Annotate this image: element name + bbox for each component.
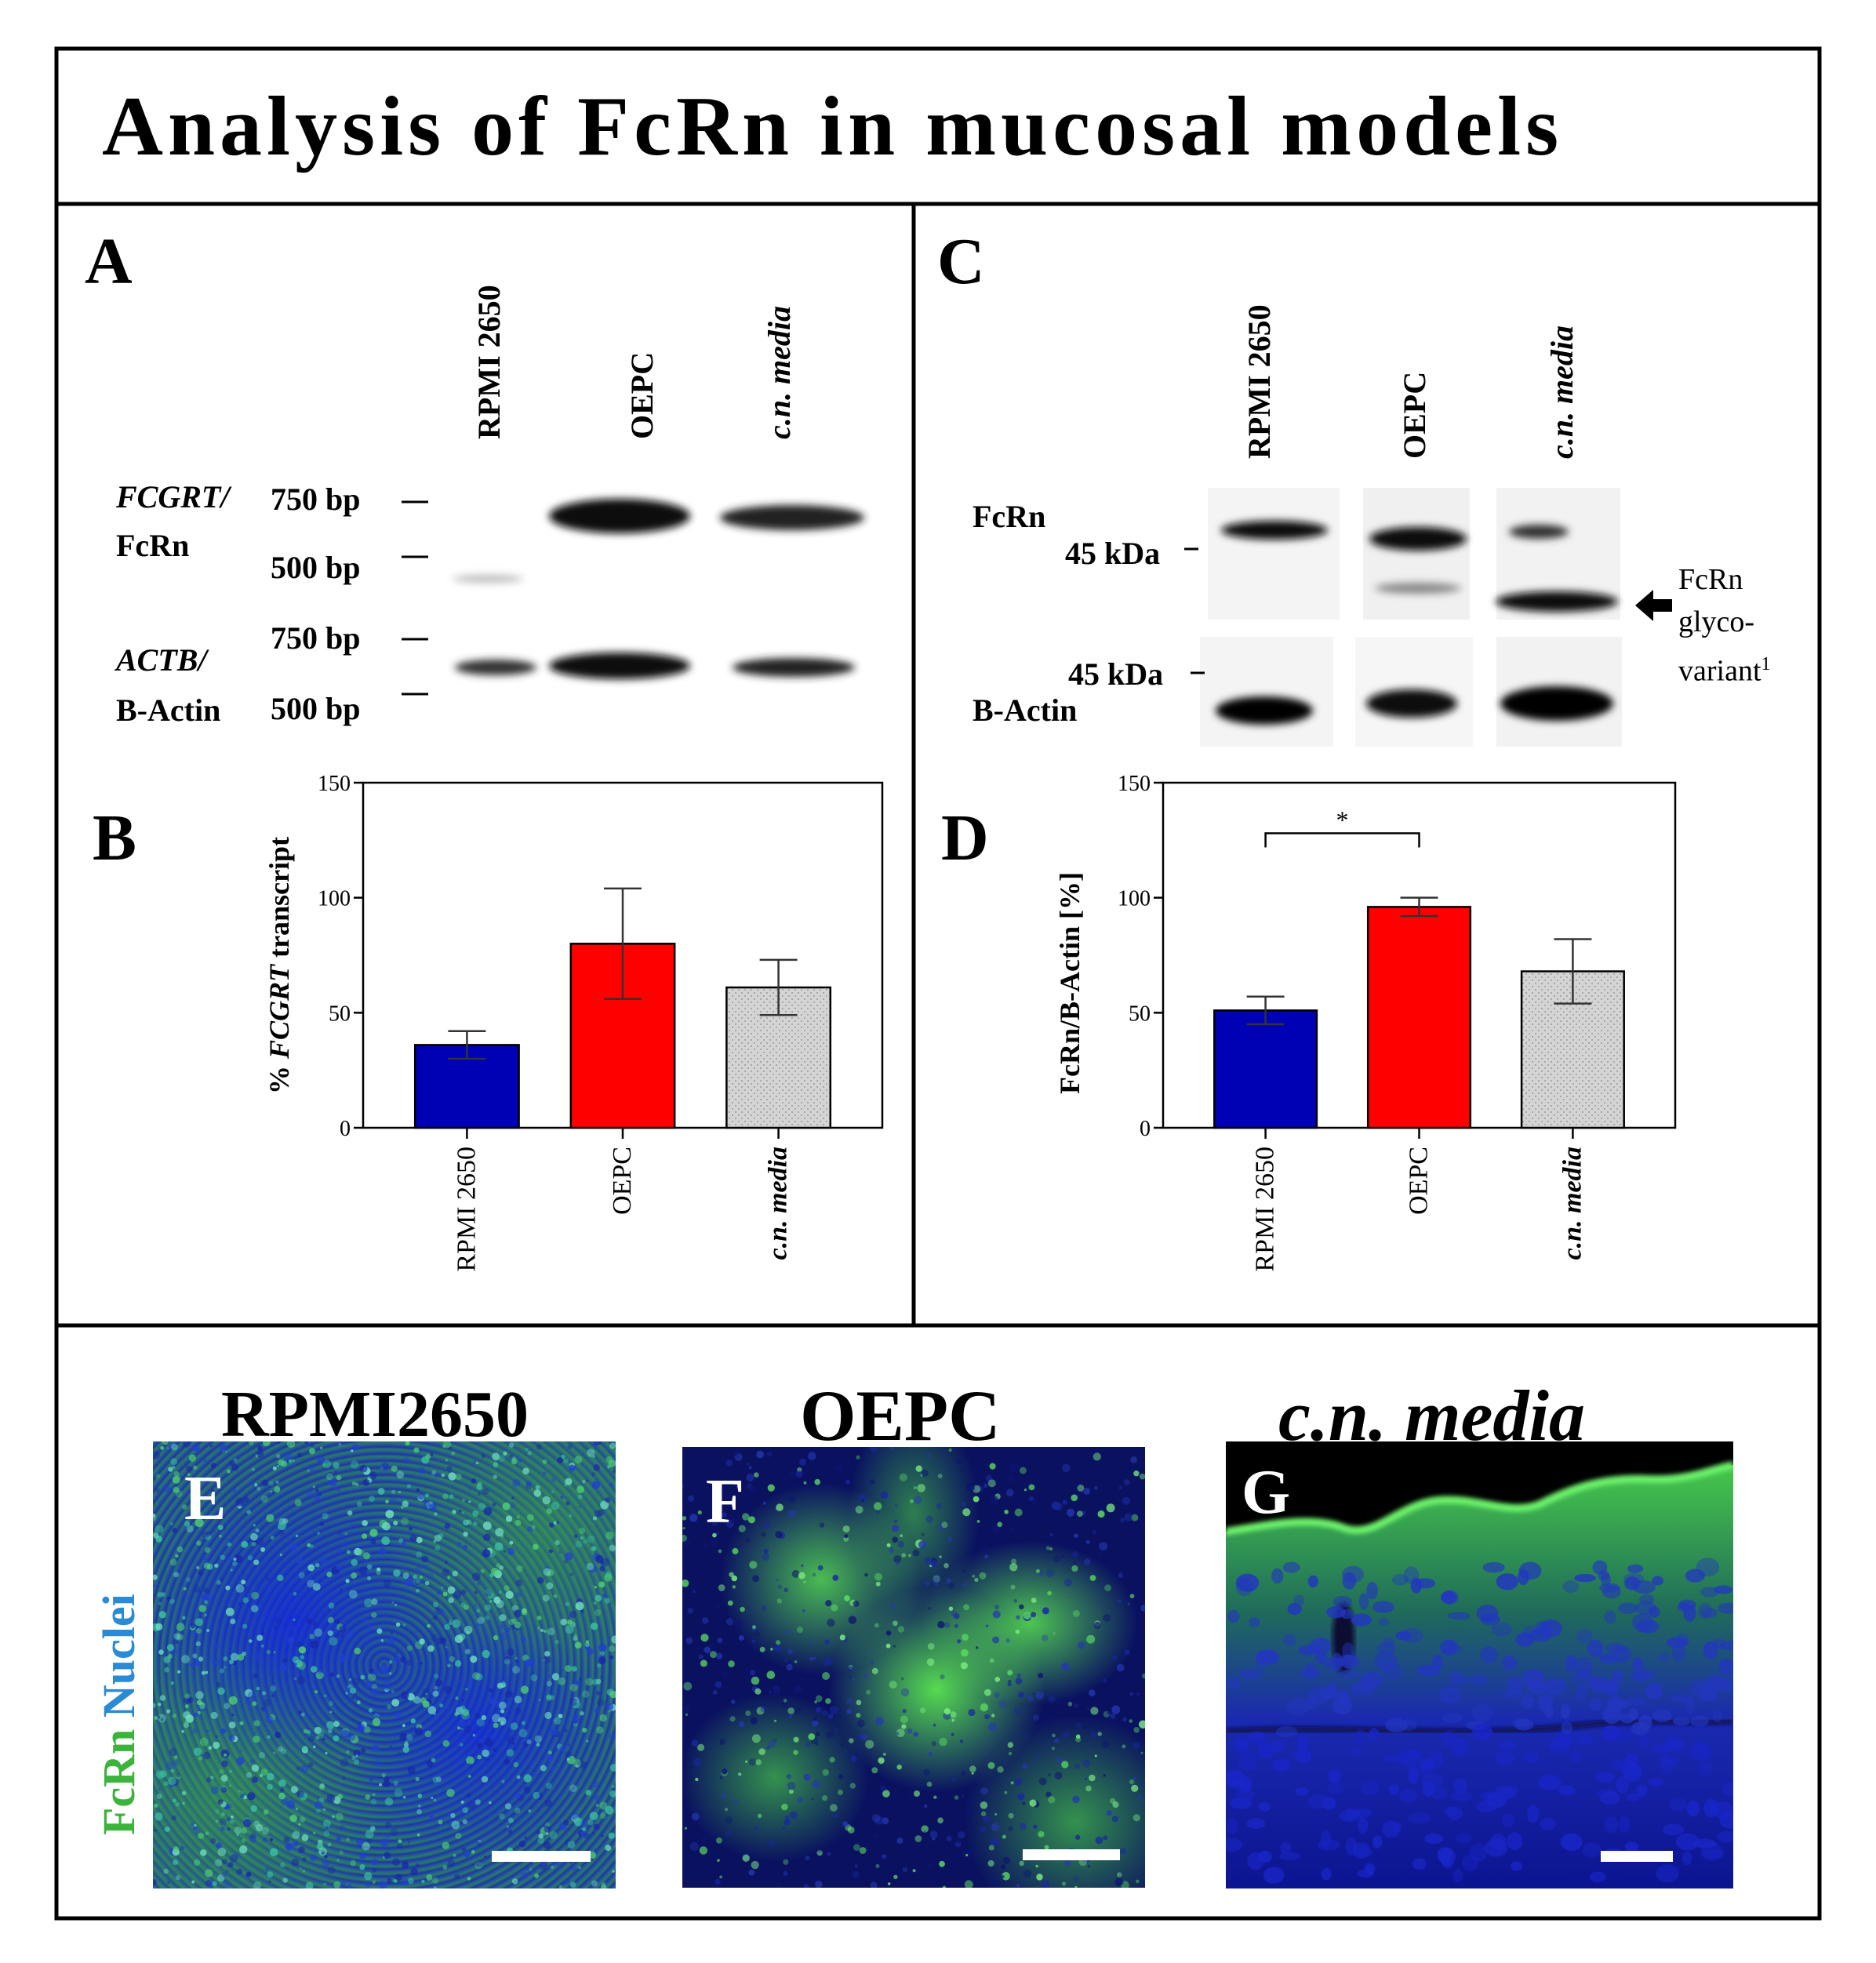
protein-label-fcrn-a: FcRn: [116, 528, 190, 563]
scale-bar-g: [1601, 1851, 1673, 1862]
marker-750-bottom: 750 bp: [271, 620, 361, 656]
scale-bar-e: [492, 1851, 591, 1862]
blot-band-rpmi-fcrn: [1221, 521, 1328, 540]
panel-a-letter: A: [85, 225, 133, 298]
chart-b-ytick-label-3: 150: [318, 772, 351, 796]
chart-b-xtick-label-1: OEPC: [608, 1147, 637, 1215]
chart-b-ytick-label-0: 0: [340, 1117, 351, 1141]
band-media-fcgrt: [720, 505, 864, 530]
panel-e-letter: E: [184, 1464, 227, 1533]
glycovariant-line3: variant1: [1678, 654, 1771, 688]
chart-d-xtick-label-2: c.n. media: [1558, 1147, 1587, 1260]
chart-d-bar-1: [1366, 906, 1472, 1129]
figure-title: Analysis of FcRn in mucosal models: [102, 80, 1564, 173]
chart-b-xtick-label-2: c.n. media: [764, 1147, 793, 1260]
chart-d: 0 50 100 150 RPMI 2650 OEPC c.n. media *: [1118, 772, 1677, 1272]
band-oepc-fcgrt: [549, 499, 690, 533]
panel-b-letter: B: [93, 802, 137, 874]
blot-band-media-glyco: [1496, 591, 1618, 612]
marker-500-bottom: 500 bp: [271, 691, 361, 726]
panel-g-letter: G: [1242, 1458, 1291, 1527]
glycovariant-line1: FcRn: [1678, 563, 1743, 596]
glycovariant-line2: glyco-: [1678, 605, 1755, 638]
micrograph-e-texture: [153, 1441, 616, 1888]
micrograph-g-tissue: [1226, 1461, 1733, 1888]
chart-d-ytick-label-1: 50: [1129, 1001, 1151, 1026]
chart-d-ytick-label-0: 0: [1140, 1117, 1151, 1141]
chart-d-ytick-label-2: 100: [1118, 887, 1151, 911]
chart-d-significance-bracket: [1264, 832, 1420, 848]
panel-c-letter: C: [937, 225, 985, 298]
band-oepc-actb: [549, 653, 690, 679]
chart-d-xtick-label-1: OEPC: [1405, 1147, 1434, 1215]
blot-band-media-fcrn: [1509, 525, 1569, 539]
stain-label-fcrn: FcRn: [93, 1729, 144, 1835]
marker-750-top: 750 bp: [271, 482, 361, 517]
chart-d-ylabel: FcRn/B-Actin [%]: [1054, 872, 1085, 1094]
protein-label-bactin-a: B-Actin: [116, 693, 221, 728]
panel-e-title: RPMI2650: [221, 1378, 529, 1451]
blot-marker-45kda-bottom: 45 kDa: [1068, 656, 1164, 692]
stain-label-nuclei: Nuclei: [93, 1594, 144, 1718]
protein-label-fcrn-c: FcRn: [973, 499, 1046, 534]
micrograph-f-texture: [682, 1447, 1145, 1888]
band-rpmi-faint: [453, 575, 523, 583]
chart-d-bar-0: [1213, 1009, 1318, 1129]
panel-f-title: OEPC: [800, 1376, 1001, 1456]
gene-label-fcgrt: FCGRT/: [116, 479, 230, 514]
blot-band-media-actin: [1500, 686, 1613, 721]
chart-b-xtick-label-0: RPMI 2650: [452, 1147, 481, 1272]
chart-d-ytick-label-3: 150: [1118, 772, 1151, 796]
chart-b-ytick-label-2: 100: [318, 887, 351, 911]
band-media-actb: [733, 658, 855, 677]
chart-b: 0 50 100 150 RPMI 2650 OEPC c.n. media: [318, 772, 884, 1272]
chart-b-ytick-label-1: 50: [329, 1001, 351, 1026]
stain-legend: FcRn Nuclei: [93, 1594, 145, 1835]
blot-marker-45kda-top: 45 kDa: [1065, 536, 1161, 571]
gene-label-actb: ACTB/: [116, 642, 207, 678]
blot-band-oepc-actin: [1366, 689, 1457, 718]
protein-label-bactin-c: B-Actin: [973, 693, 1078, 728]
arrow-left-icon: [1635, 590, 1672, 621]
micrograph-f: F: [682, 1447, 1145, 1888]
blot-band-rpmi-actin: [1216, 696, 1313, 725]
glycovariant-superscript: 1: [1761, 654, 1771, 674]
micrograph-e: E: [153, 1441, 616, 1888]
gel-a-image: [402, 499, 864, 696]
blot-band-oepc-fcrn: [1369, 527, 1467, 551]
panel-d-letter: D: [941, 802, 989, 874]
chart-d-significance-label: *: [1336, 806, 1349, 834]
band-rpmi-actb: [455, 660, 536, 675]
blot-band-oepc-glyco: [1375, 583, 1461, 594]
glycovariant-annotation: FcRn glyco- variant1: [1678, 558, 1771, 693]
panel-f-letter: F: [706, 1467, 744, 1536]
blot-c-image: [1184, 488, 1672, 747]
scale-bar-f: [1023, 1849, 1120, 1860]
micrograph-g: G: [1226, 1441, 1733, 1888]
chart-d-xtick-label-0: RPMI 2650: [1251, 1147, 1280, 1272]
marker-500-top: 500 bp: [271, 550, 361, 585]
